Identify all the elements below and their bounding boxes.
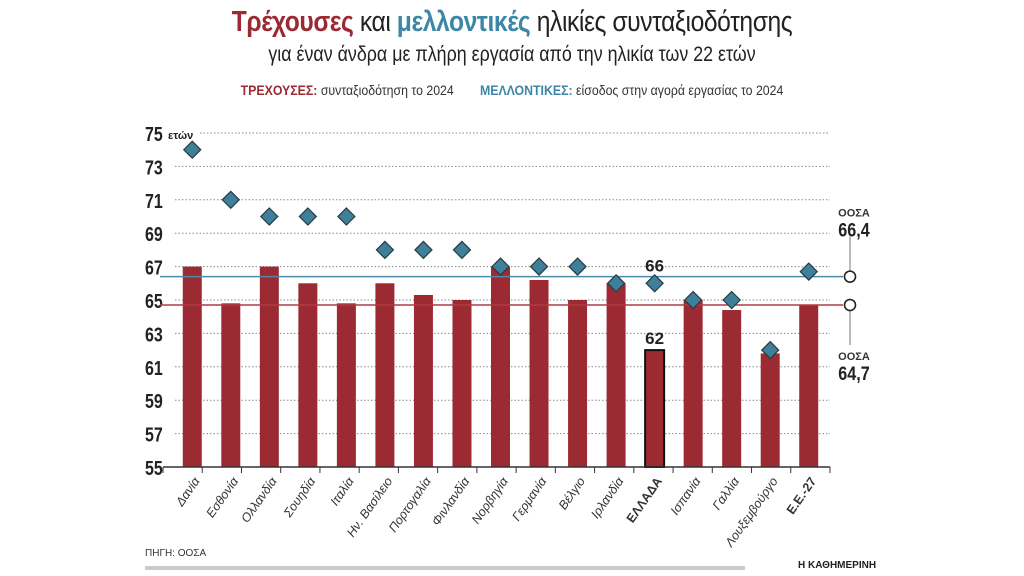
bar [568,300,588,467]
future-age-diamond [683,290,703,310]
bar [413,294,433,467]
x-category-label: Φινλανδία [429,474,473,528]
x-category-label: ΕΛΛΑΔΑ [624,475,665,526]
y-tick-label: 69 [145,224,163,246]
oecd-label: ΟΟΣΑ [838,208,870,220]
future-age-diamond [375,240,395,260]
source: ΠΗΓΗ: ΟΟΣΑ [145,548,207,559]
y-tick-label: 55 [145,457,163,479]
future-age-diamond [645,273,664,293]
x-category-label: Βέλγιο [556,475,588,513]
bar [336,303,356,467]
y-tick-label: 61 [145,357,163,379]
y-tick-label: 59 [145,391,163,413]
future-age-diamond [414,240,433,260]
future-age-diamond [529,257,549,276]
legend-current-label: ΤΡΕΧΟΥΣΕΣ: [240,82,318,98]
x-category-label: Ε.Ε.-27 [784,475,819,517]
future-age-diamond [452,240,472,260]
y-tick-label: 75 [145,123,163,145]
legend: ΤΡΕΧΟΥΣΕΣ: συνταξιοδότηση το 2024 ΜΕΛΛΟΝ… [61,82,962,98]
bar [760,353,780,467]
legend-future-text: είσοδος στην αγορά εργασίας το 2024 [576,82,784,98]
bar [722,310,742,467]
bar [298,283,318,467]
future-age-diamond [722,290,742,310]
y-tick-label: 63 [145,324,163,346]
x-category-label: Δανία [173,474,204,510]
chart-title: Τρέχουσες και μελλοντικές ηλικίες συνταξ… [77,6,947,39]
bar [799,305,819,467]
oecd-marker [843,270,857,283]
bar [683,300,703,467]
oecd-value: 66,4 [838,219,870,241]
x-category-label: Σουηδία [280,474,318,521]
legend-future-label: ΜΕΛΛΟΝΤΙΚΕΣ: [479,82,573,98]
x-category-label: Εσθονία [204,474,242,520]
bar [606,283,626,467]
y-tick-label: 71 [145,190,163,212]
chart-subtitle: για έναν άνδρα με πλήρη εργασία από την … [268,43,756,66]
bar [259,266,279,467]
future-age-diamond [221,190,241,210]
title-rest: ηλικίες συνταξιοδότησης [536,6,793,38]
bar [452,300,472,467]
future-age-diamond [259,207,279,226]
x-category-label: Ιταλία [327,474,357,508]
future-age-diamond [298,207,318,226]
y-tick-label: 65 [145,290,163,312]
future-age-diamond [760,340,780,360]
title-and: και [359,6,391,38]
future-age-diamond [799,262,819,281]
x-category-label: Γαλλία [710,474,743,513]
x-category-label: Γερμανία [509,474,550,524]
legend-current-text: συνταξιοδότηση το 2024 [320,82,454,98]
x-category-label: Ισπανία [668,474,704,518]
brand-logo: Η ΚΑΘΗΜΕΡΙΝΗ [798,560,877,571]
x-category-label: Ιρλανδία [588,474,627,521]
bar-data-label: 62 [645,329,664,348]
title-future: μελλοντικές [396,6,531,38]
bar [529,279,549,467]
future-age-diamond [606,273,626,293]
title-current: Τρέχουσες [231,6,354,38]
bar [182,266,202,467]
oecd-marker [843,298,857,312]
x-category-label: Ολλανδία [238,474,280,525]
future-age-diamond [491,257,510,276]
future-age-diamond [337,207,356,226]
bar [644,349,666,469]
oecd-label: ΟΟΣΑ [838,351,870,363]
y-unit-label: ετών [168,130,193,142]
future-age-diamond [182,140,202,160]
footer-bar [145,566,745,570]
oecd-value: 64,7 [838,363,870,385]
future-age-diamond [568,257,587,276]
y-tick-label: 57 [145,424,163,446]
y-tick-label: 67 [145,257,163,279]
bar [221,303,241,467]
diamond-data-label: 66 [645,256,664,275]
bar [375,283,395,467]
y-tick-label: 73 [145,157,163,179]
bar [491,266,510,467]
x-category-label: Νορβηγία [469,474,512,526]
